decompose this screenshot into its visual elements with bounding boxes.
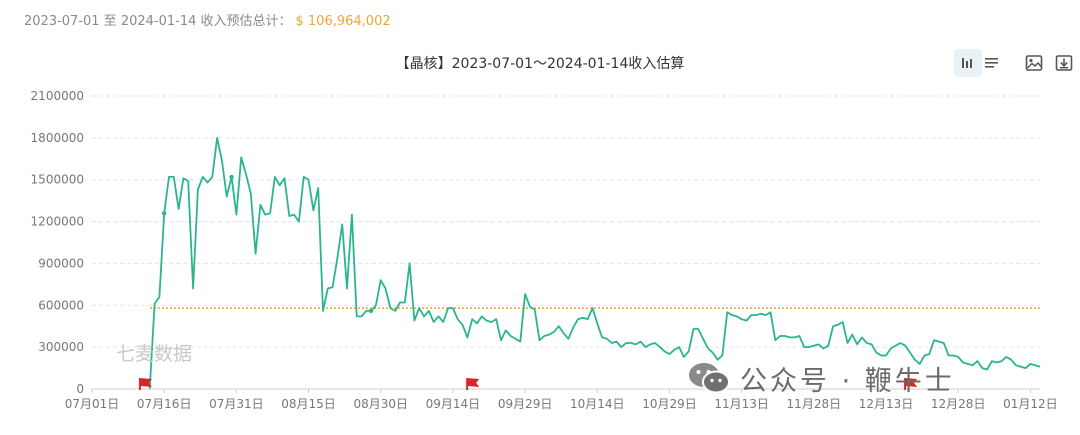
wechat-icon	[689, 363, 730, 394]
bar-chart-icon	[962, 58, 972, 68]
list-view-button[interactable]	[978, 49, 1006, 77]
watermark-account-name: 公众号 · 鞭牛士	[740, 366, 955, 397]
data-point	[368, 308, 374, 314]
x-tick-label: 10月29日	[642, 397, 697, 411]
x-tick-label: 11月13日	[714, 397, 769, 411]
summary-amount: $ 106,964,002	[295, 14, 391, 29]
x-tick-label: 07月01日	[65, 397, 120, 411]
x-tick-label: 07月16日	[137, 397, 192, 411]
x-tick-label: 09月29日	[498, 397, 553, 411]
y-tick-label: 300000	[38, 340, 84, 354]
x-tick-label: 12月28日	[931, 397, 986, 411]
x-tick-label: 10月14日	[570, 397, 625, 411]
data-point	[229, 174, 234, 180]
x-tick-label: 08月15日	[281, 397, 336, 411]
event-flag-marker	[138, 378, 152, 390]
download-button[interactable]	[1050, 49, 1078, 77]
y-tick-label: 2100000	[31, 89, 84, 103]
revenue-summary: 2023-07-01 至 2024-01-14 收入预估总计： $ 106,964…	[24, 10, 391, 29]
x-tick-label: 09月14日	[426, 397, 481, 411]
list-icon	[985, 58, 998, 68]
y-tick-label: 1800000	[31, 131, 84, 145]
event-flag-marker	[904, 378, 918, 390]
save-image-button[interactable]	[1020, 49, 1048, 77]
y-tick-label: 0	[76, 382, 84, 396]
chart-toolbox	[954, 49, 1080, 79]
download-icon	[1055, 55, 1073, 71]
bar-chart-view-button[interactable]	[954, 49, 982, 77]
chart-title: 【晶核】2023-07-01～2024-01-14收入估算	[395, 56, 685, 72]
y-tick-label: 1200000	[31, 215, 84, 229]
data-point	[161, 211, 167, 216]
watermark-wechat: 公众号 · 鞭牛士	[686, 357, 1080, 397]
x-tick-label: 08月30日	[353, 397, 408, 411]
image-icon	[1025, 55, 1043, 71]
revenue-series-line	[148, 136, 1041, 390]
x-tick-label: 01月12日	[1003, 397, 1058, 411]
y-tick-label: 1500000	[31, 173, 84, 187]
summary-label: 2023-07-01 至 2024-01-14 收入预估总计：	[24, 14, 292, 29]
x-tick-label: 12月13日	[859, 397, 914, 411]
y-tick-label: 900000	[38, 256, 84, 270]
watermark-qimai: 七麦数据	[116, 343, 193, 365]
x-tick-label: 11月28日	[787, 397, 842, 411]
event-flag-marker	[466, 378, 480, 390]
x-tick-label: 07月31日	[209, 397, 264, 411]
y-tick-label: 600000	[38, 298, 84, 312]
